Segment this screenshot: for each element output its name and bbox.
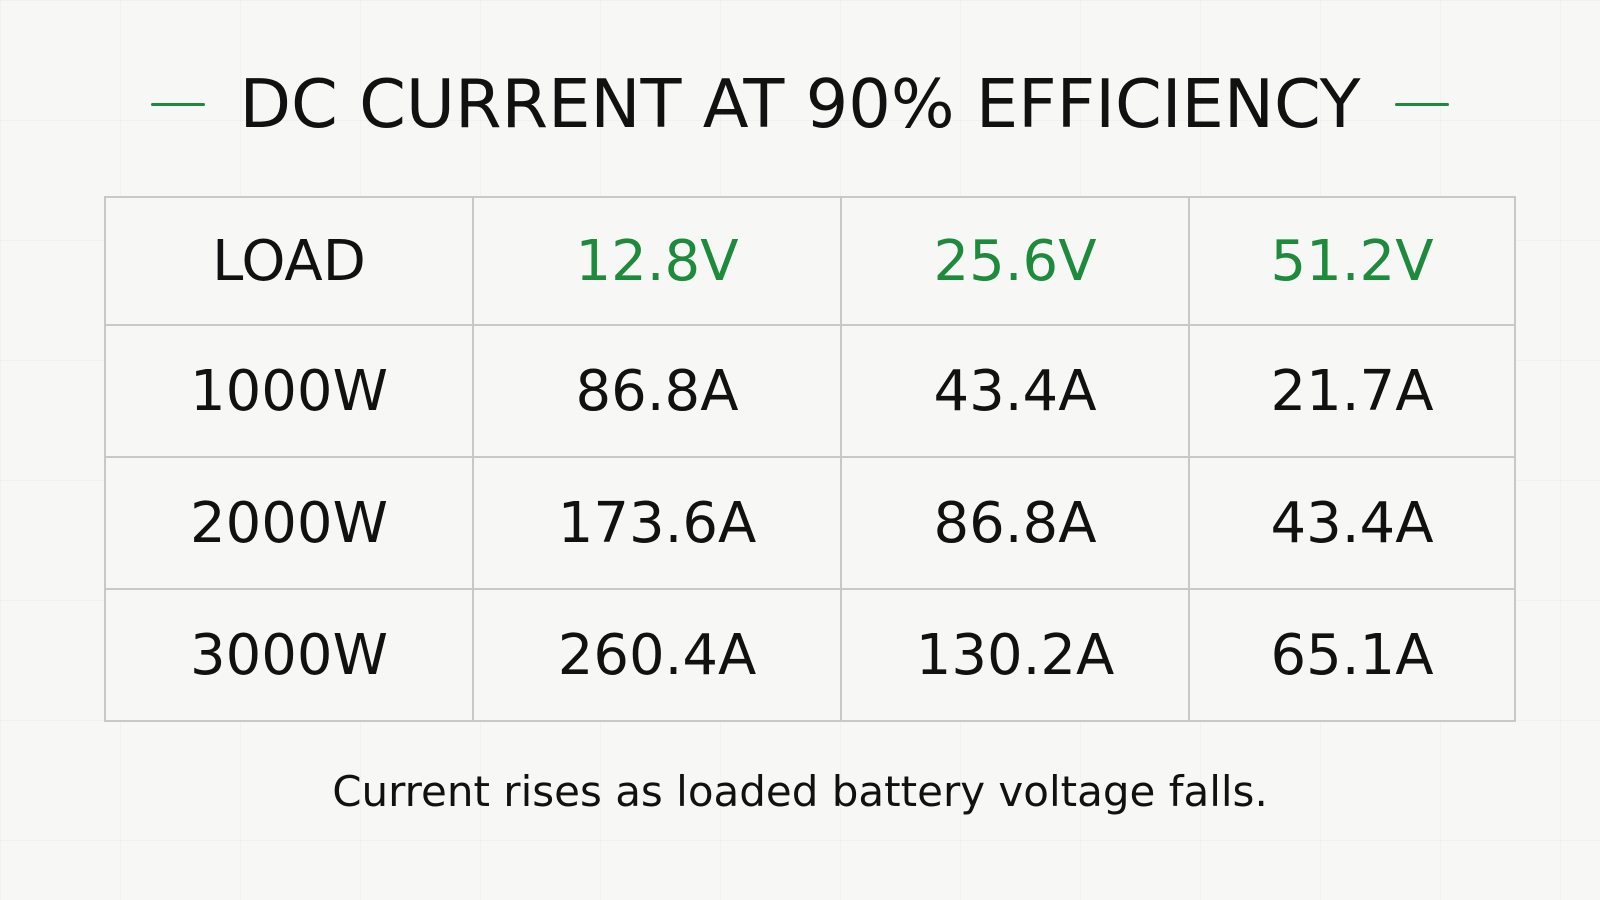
current-cell: 21.7A [1188, 324, 1516, 458]
load-cell: 2000W [104, 456, 474, 590]
table-row: 3000W 260.4A 130.2A 65.1A [104, 588, 1516, 722]
current-table: LOAD 12.8V 25.6V 51.2V 1000W 86.8A 43.4A… [104, 196, 1516, 722]
current-cell: 260.4A [472, 588, 842, 722]
current-cell: 65.1A [1188, 588, 1516, 722]
table-row: 2000W 173.6A 86.8A 43.4A [104, 456, 1516, 590]
current-cell: 173.6A [472, 456, 842, 590]
title-dash-right [1394, 102, 1449, 106]
load-cell: 1000W [104, 324, 474, 458]
load-cell: 3000W [104, 588, 474, 722]
header-load: LOAD [104, 196, 474, 326]
header-voltage-51-2v: 51.2V [1188, 196, 1516, 326]
current-cell: 43.4A [1188, 456, 1516, 590]
title-dash-left [151, 102, 206, 106]
header-voltage-12-8v: 12.8V [472, 196, 842, 326]
page-title: DC CURRENT AT 90% EFFICIENCY [239, 65, 1361, 143]
table-row: 1000W 86.8A 43.4A 21.7A [104, 324, 1516, 458]
current-cell: 130.2A [840, 588, 1190, 722]
current-cell: 86.8A [472, 324, 842, 458]
table-header-row: LOAD 12.8V 25.6V 51.2V [104, 196, 1516, 326]
header-voltage-25-6v: 25.6V [840, 196, 1190, 326]
current-cell: 86.8A [840, 456, 1190, 590]
current-cell: 43.4A [840, 324, 1190, 458]
title-row: DC CURRENT AT 90% EFFICIENCY [0, 62, 1600, 146]
caption: Current rises as loaded battery voltage … [332, 767, 1268, 816]
